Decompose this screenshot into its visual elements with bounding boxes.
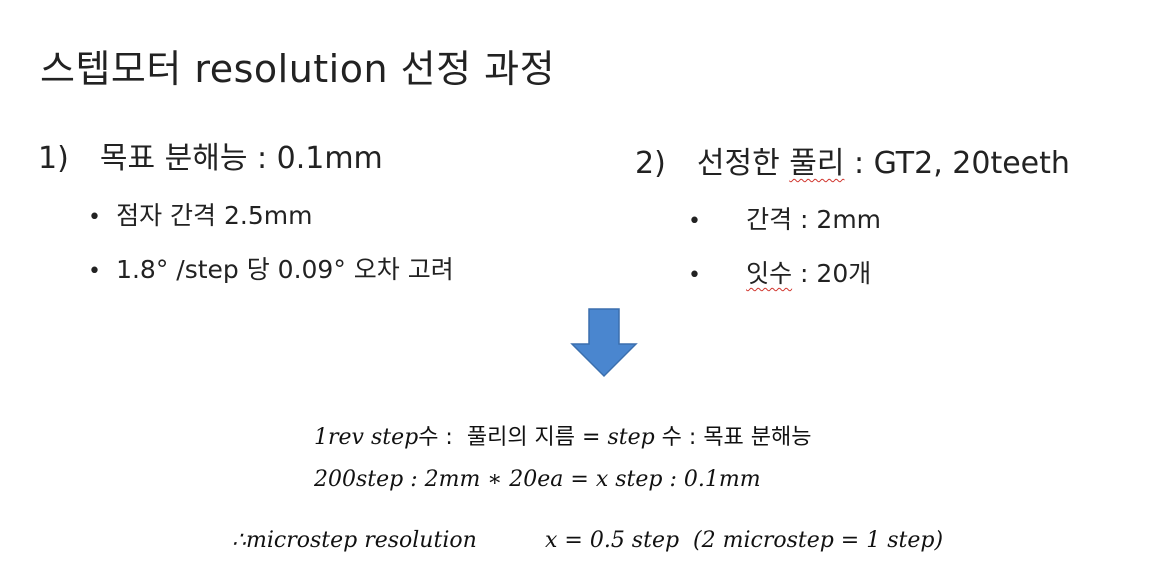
- right-section: 2) 선정한 풀리 : GT2, 20teeth: [635, 138, 1070, 182]
- bullet-icon: •: [688, 209, 701, 234]
- left-heading-label: 목표 분해능: [99, 141, 248, 176]
- right-bullet-1: • 간격 : 2mm: [688, 200, 881, 236]
- right-heading-value: GT2, 20teeth: [873, 146, 1070, 181]
- right-bullet-separator: :: [792, 259, 817, 288]
- equation-line-2: 200step : 2mm ∗ 20ea = x step : 0.1mm: [314, 467, 761, 492]
- left-section: 1) 목표 분해능 : 0.1mm: [38, 133, 383, 177]
- right-bullet-2: • 잇수 : 20개: [688, 254, 871, 290]
- down-arrow-icon: [570, 308, 638, 378]
- right-bullet-value: 20개: [816, 259, 872, 288]
- equation-3-label: ∴microstep resolution: [232, 528, 477, 553]
- equation-line-3-result: x = 0.5 step (2 microstep = 1 step): [545, 528, 943, 553]
- equation-1-text: 수 : 풀리의 지름 =: [418, 425, 608, 450]
- right-item-number: 2): [635, 146, 666, 181]
- bullet-icon: •: [688, 263, 701, 288]
- left-bullet-text: 점자 간격 2.5mm: [116, 201, 313, 230]
- equation-1-tail: 수 : 목표 분해능: [654, 425, 812, 450]
- left-item-number: 1): [38, 141, 69, 176]
- right-heading-separator: :: [844, 146, 874, 181]
- bullet-icon: •: [88, 205, 101, 230]
- right-heading-pulley: 풀리: [789, 146, 845, 181]
- right-bullet-separator: :: [792, 205, 817, 234]
- equation-1-term: 1rev step: [314, 425, 419, 450]
- equation-line-3: ∴microstep resolution: [232, 528, 477, 553]
- left-bullet-1: • 점자 간격 2.5mm: [88, 196, 312, 232]
- left-heading-value: 0.1mm: [276, 141, 383, 176]
- equation-3-result: x = 0.5 step (2 microstep = 1 step): [545, 528, 944, 553]
- equation-1-step: step: [607, 425, 655, 450]
- right-bullet-value: 2mm: [816, 205, 882, 234]
- right-heading-label: 선정한: [696, 146, 790, 181]
- left-heading-separator: :: [247, 141, 277, 176]
- right-bullet-label: 간격: [746, 205, 793, 234]
- left-bullet-text: 1.8° /step 당 0.09° 오차 고려: [116, 255, 454, 284]
- slide-title: 스텝모터 resolution 선정 과정: [40, 47, 556, 91]
- bullet-icon: •: [88, 259, 101, 284]
- left-bullet-2: • 1.8° /step 당 0.09° 오차 고려: [88, 250, 454, 286]
- equation-2-text: 200step : 2mm ∗ 20ea = x step : 0.1mm: [314, 467, 761, 492]
- equation-line-1: 1rev step수 : 풀리의 지름 = step 수 : 목표 분해능: [314, 419, 812, 451]
- right-bullet-label: 잇수: [746, 259, 793, 288]
